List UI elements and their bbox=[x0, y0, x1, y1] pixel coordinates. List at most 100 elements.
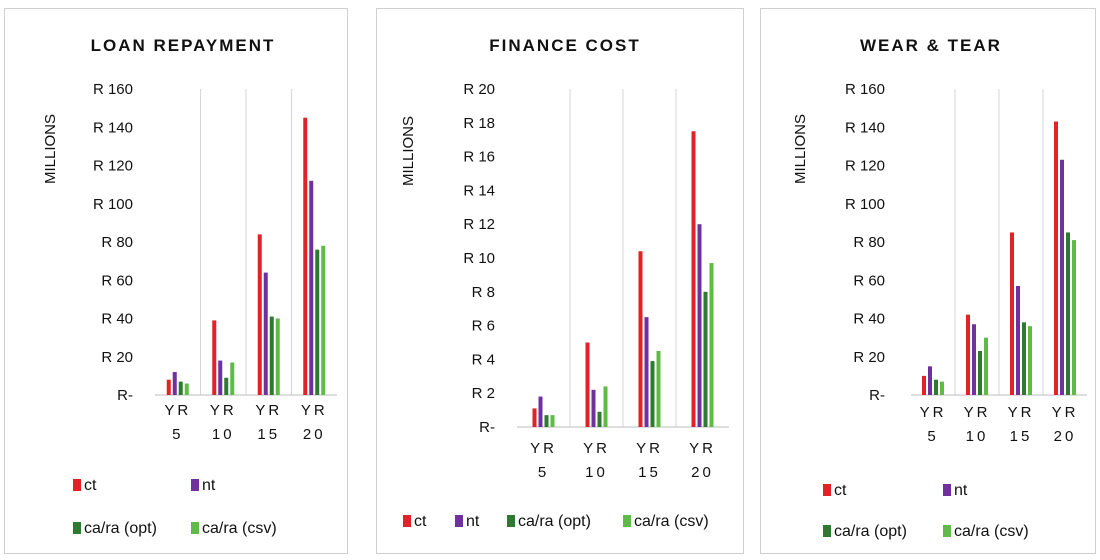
legend-swatch bbox=[823, 484, 831, 496]
x-tick-label: YR bbox=[1008, 404, 1035, 421]
legend-label: nt bbox=[202, 477, 216, 494]
bar-ct bbox=[966, 314, 970, 395]
bar-nt bbox=[972, 324, 976, 395]
y-tick-label: R 18 bbox=[463, 115, 495, 132]
y-tick-label: R 120 bbox=[93, 158, 133, 175]
y-tick-label: R 80 bbox=[101, 234, 133, 251]
legend-swatch bbox=[943, 525, 951, 537]
bar-ct bbox=[212, 320, 217, 395]
x-tick-label: 20 bbox=[303, 426, 326, 443]
y-axis-label: MILLIONS bbox=[400, 116, 417, 186]
legend-label: ca/ra (csv) bbox=[634, 513, 709, 530]
legend-swatch bbox=[191, 522, 199, 534]
bar-ca-ra-csv bbox=[230, 362, 235, 395]
bar-ca-ra-csv bbox=[275, 318, 280, 395]
legend-swatch bbox=[943, 484, 951, 496]
bar-ca-ra-csv bbox=[321, 245, 326, 395]
bar-ca-ra-opt bbox=[1022, 322, 1026, 395]
y-tick-label: R 6 bbox=[472, 318, 495, 335]
x-tick-label: YR bbox=[164, 402, 191, 419]
y-tick-label: R 60 bbox=[101, 272, 133, 289]
legend-label: ca/ra (opt) bbox=[518, 513, 591, 530]
bar-ct bbox=[585, 342, 590, 427]
y-tick-label: R- bbox=[479, 419, 495, 436]
legend-label: ct bbox=[834, 482, 847, 499]
legend-label: ct bbox=[84, 477, 97, 494]
y-tick-label: R 4 bbox=[472, 351, 495, 368]
legend-swatch bbox=[823, 525, 831, 537]
bar-ca-ra-csv bbox=[1028, 326, 1032, 395]
bar-ca-ra-csv bbox=[1072, 240, 1076, 395]
x-tick-label: 5 bbox=[538, 464, 549, 481]
y-tick-label: R 100 bbox=[93, 196, 133, 213]
x-tick-label: 15 bbox=[1010, 428, 1033, 445]
x-tick-label: 20 bbox=[691, 464, 714, 481]
y-tick-label: R 40 bbox=[853, 311, 885, 328]
bar-ct bbox=[257, 234, 262, 395]
bar-ca-ra-opt bbox=[703, 291, 708, 427]
legend-swatch bbox=[191, 479, 199, 491]
y-tick-label: R- bbox=[869, 387, 885, 404]
y-tick-label: R 20 bbox=[853, 349, 885, 366]
bar-ca-ra-opt bbox=[544, 415, 549, 427]
bar-nt bbox=[218, 360, 223, 395]
bar-ca-ra-csv bbox=[940, 381, 944, 395]
bar-nt bbox=[928, 366, 932, 395]
bar-nt bbox=[309, 180, 314, 395]
legend-label: ca/ra (csv) bbox=[954, 523, 1029, 540]
legend-label: ca/ra (csv) bbox=[202, 520, 277, 537]
bar-nt bbox=[172, 372, 177, 395]
chart-wear-and-tear: WEAR & TEAR MILLIONS R- R 20 R 40 R 60 R 80 R 1… bbox=[792, 36, 1087, 540]
x-tick-label: YR bbox=[920, 404, 947, 421]
x-tick-label: 10 bbox=[966, 428, 989, 445]
x-tick-label: YR bbox=[255, 402, 282, 419]
bar-ca-ra-opt bbox=[269, 316, 274, 395]
bar-nt bbox=[697, 224, 702, 427]
legend-swatch bbox=[455, 515, 463, 527]
legend-label: ca/ra (opt) bbox=[84, 520, 157, 537]
y-tick-label: R 120 bbox=[845, 158, 885, 175]
bar-nt bbox=[644, 317, 649, 427]
x-tick-label: 20 bbox=[1054, 428, 1077, 445]
x-tick-label: 10 bbox=[212, 426, 235, 443]
legend-label: ca/ra (opt) bbox=[834, 523, 907, 540]
chart-title: FINANCE COST bbox=[489, 36, 641, 55]
bar-ca-ra-csv bbox=[709, 263, 714, 427]
y-tick-label: R 12 bbox=[463, 216, 495, 233]
legend-label: nt bbox=[466, 513, 480, 530]
legend-swatch bbox=[73, 479, 81, 491]
bar-ca-ra-csv bbox=[656, 350, 661, 427]
y-tick-label: R- bbox=[117, 387, 133, 404]
bar-ca-ra-opt bbox=[934, 379, 938, 395]
chart-panel-finance-cost: FINANCE COST MILLIONS R- R 2 R 4 R 6 R 8 R 10 R … bbox=[376, 8, 744, 554]
bar-ca-ra-opt bbox=[315, 249, 320, 395]
y-tick-label: R 8 bbox=[472, 284, 495, 301]
bar-ca-ra-csv bbox=[550, 415, 555, 427]
y-tick-label: R 100 bbox=[845, 196, 885, 213]
x-tick-label: YR bbox=[689, 440, 716, 457]
y-tick-label: R 60 bbox=[853, 272, 885, 289]
y-tick-label: R 80 bbox=[853, 234, 885, 251]
y-tick-label: R 40 bbox=[101, 311, 133, 328]
bar-ca-ra-csv bbox=[184, 383, 189, 395]
y-tick-label: R 140 bbox=[845, 119, 885, 136]
bar-ca-ra-csv bbox=[984, 337, 988, 395]
x-tick-label: 5 bbox=[927, 428, 938, 445]
y-tick-label: R 140 bbox=[93, 119, 133, 136]
bar-ca-ra-opt bbox=[650, 361, 655, 427]
x-tick-label: 5 bbox=[172, 426, 183, 443]
bar-ct bbox=[303, 117, 308, 395]
chart-title: WEAR & TEAR bbox=[860, 36, 1002, 55]
y-axis-label: MILLIONS bbox=[792, 114, 809, 184]
bar-ca-ra-opt bbox=[224, 377, 229, 395]
chart-panel-wear-and-tear: WEAR & TEAR MILLIONS R- R 20 R 40 R 60 R 80 R 1… bbox=[760, 8, 1096, 554]
bar-ca-ra-opt bbox=[1066, 232, 1070, 395]
legend-label: ct bbox=[414, 513, 427, 530]
bar-nt bbox=[591, 389, 596, 427]
bar-ct bbox=[638, 251, 643, 427]
y-tick-label: R 2 bbox=[472, 385, 495, 402]
x-tick-label: YR bbox=[1052, 404, 1079, 421]
x-tick-label: YR bbox=[530, 440, 557, 457]
y-tick-label: R 160 bbox=[845, 81, 885, 98]
bar-nt bbox=[1016, 285, 1020, 395]
